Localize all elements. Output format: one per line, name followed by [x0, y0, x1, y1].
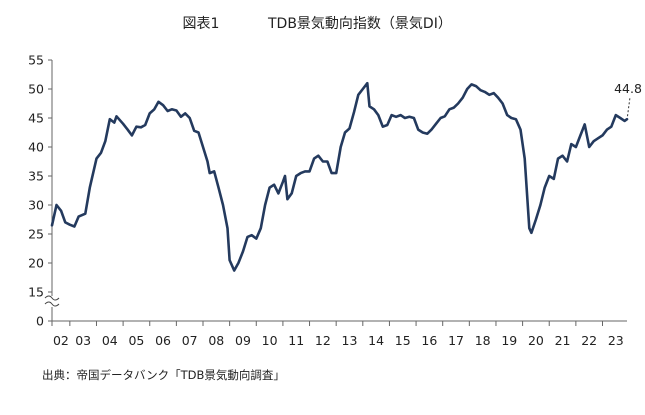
- x-tick-label: 10: [262, 333, 278, 348]
- chart-title: TDB景気動向指数（景気DI）: [267, 16, 452, 32]
- x-tick-label: 09: [235, 333, 251, 348]
- y-tick-label: 0: [36, 314, 44, 329]
- y-tick-label: 50: [28, 82, 44, 97]
- x-tick-label: 14: [368, 333, 384, 348]
- axes: 0 15 20 25 30 35 40 45 50 55 02 03 04 05 06 07 08 09 10 11 1…: [28, 53, 627, 348]
- axis-break-mark: [44, 295, 60, 307]
- x-tick-label: 13: [342, 333, 358, 348]
- y-tick-label: 55: [28, 53, 44, 68]
- y-tick-label: 45: [28, 111, 44, 126]
- x-tick-label: 11: [288, 333, 304, 348]
- y-tick-label: 25: [28, 227, 44, 242]
- x-tick-label: 18: [475, 333, 491, 348]
- x-tick-label: 05: [128, 333, 144, 348]
- x-tick-label: 17: [448, 333, 464, 348]
- y-tick-label: 20: [28, 256, 44, 271]
- x-tick-label: 20: [528, 333, 544, 348]
- y-tick-label: 40: [28, 140, 44, 155]
- series-line-0: [50, 81, 629, 272]
- x-tick-label: 06: [155, 333, 171, 348]
- x-tick-label: 03: [75, 333, 91, 348]
- annotation-label: 44.8: [614, 81, 642, 96]
- x-tick-label: 22: [581, 333, 597, 348]
- x-tick-label: 08: [208, 333, 224, 348]
- x-tick-label: 23: [608, 333, 624, 348]
- line-layer: [50, 81, 629, 272]
- x-tick-label: 15: [395, 333, 411, 348]
- y-tick-label: 30: [28, 198, 44, 213]
- annotation-leader: [627, 97, 631, 117]
- x-tick-label: 02: [53, 333, 69, 348]
- x-tick-label: 07: [182, 333, 198, 348]
- title-prefix: 図表1: [183, 16, 220, 32]
- annotation-layer: 44.8: [614, 81, 642, 117]
- x-tick-label: 19: [501, 333, 517, 348]
- x-tick-label: 12: [315, 333, 331, 348]
- y-tick-label: 15: [28, 285, 44, 300]
- x-tick-label: 04: [102, 333, 118, 348]
- x-tick-label: 16: [421, 333, 437, 348]
- y-tick-label: 35: [28, 169, 44, 184]
- source-note: 出典：帝国データバンク「TDB景気動向調査」: [42, 368, 285, 382]
- x-tick-label: 21: [555, 333, 571, 348]
